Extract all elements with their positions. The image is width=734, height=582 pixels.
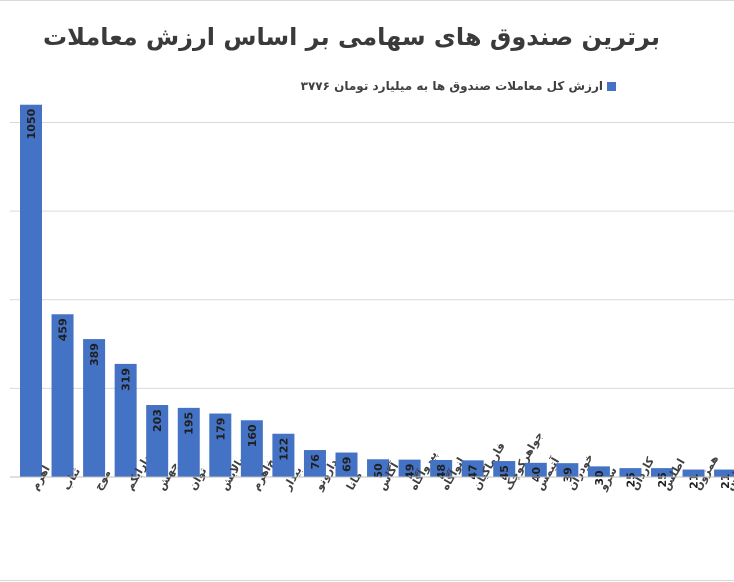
data-label: 49 <box>404 464 417 479</box>
data-label: 40 <box>530 466 543 482</box>
data-label: 50 <box>372 463 385 479</box>
bar <box>461 460 484 477</box>
legend: ارزش کل معاملات صندوق ها به میلیارد توما… <box>296 79 616 93</box>
bar <box>556 463 579 477</box>
bar <box>619 468 642 477</box>
bar <box>20 104 42 478</box>
bar <box>714 469 734 477</box>
data-label: 25 <box>656 472 669 487</box>
legend-swatch <box>607 82 616 91</box>
data-label: 195 <box>183 412 196 435</box>
data-label: 389 <box>88 343 101 366</box>
legend-label: ارزش کل معاملات صندوق ها به میلیارد توما… <box>300 79 603 93</box>
bar <box>587 466 610 477</box>
chart-title: برترین صندوق های سهامی بر اساس ارزش معام… <box>43 23 660 51</box>
data-label: 122 <box>277 438 290 461</box>
bar <box>177 407 200 477</box>
data-label: 179 <box>214 418 227 441</box>
bar <box>272 433 295 477</box>
bar <box>367 459 390 477</box>
data-label: 48 <box>435 464 448 479</box>
bar <box>335 452 358 477</box>
bar <box>240 420 263 477</box>
bar <box>146 405 169 477</box>
bar <box>682 469 705 477</box>
bar <box>209 413 232 477</box>
data-label: 1050 <box>25 108 38 139</box>
data-label: 47 <box>467 464 480 479</box>
data-label: 459 <box>57 318 70 341</box>
data-label: 160 <box>246 424 259 447</box>
bar <box>398 459 421 477</box>
data-label: 25 <box>624 472 637 487</box>
bar <box>430 459 453 477</box>
data-label: 203 <box>151 409 164 432</box>
bar <box>651 468 673 477</box>
data-label: 319 <box>120 368 133 391</box>
data-label: 76 <box>309 454 322 470</box>
bar <box>303 450 326 477</box>
bar <box>114 363 137 477</box>
bar <box>51 314 74 477</box>
bar <box>524 462 547 477</box>
data-label: 69 <box>341 457 354 472</box>
data-label: 39 <box>561 467 574 482</box>
data-label: 30 <box>593 470 606 486</box>
bar <box>493 461 516 477</box>
bar <box>83 339 106 477</box>
